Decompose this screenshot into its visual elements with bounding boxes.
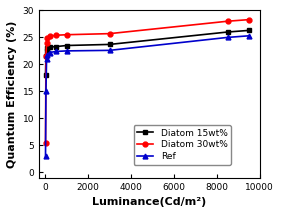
Diatom 30wt% [108,32,111,35]
Diatom 30wt% [45,42,48,44]
Ref [48,51,51,54]
Y-axis label: Quantum Efficiency (%): Quantum Efficiency (%) [7,20,17,168]
Ref [46,53,49,56]
Diatom 30wt% [44,141,47,144]
Diatom 15wt% [48,46,51,48]
Diatom 30wt% [226,20,229,22]
Diatom 30wt% [44,55,47,58]
Diatom 30wt% [48,35,51,38]
Diatom 15wt% [65,44,68,47]
Diatom 30wt% [247,18,251,21]
Ref [44,155,47,157]
Diatom 15wt% [46,47,49,49]
Diatom 15wt% [44,74,47,76]
Ref [65,50,68,52]
Ref [247,34,251,37]
Ref [108,49,111,52]
Diatom 15wt% [44,55,47,58]
Diatom 15wt% [226,31,229,33]
Diatom 15wt% [45,50,48,52]
Line: Diatom 30wt%: Diatom 30wt% [43,17,251,145]
Ref [54,50,58,53]
Diatom 15wt% [247,29,251,32]
Diatom 30wt% [54,34,58,37]
Line: Diatom 15wt%: Diatom 15wt% [43,28,251,78]
Diatom 15wt% [54,45,58,48]
Diatom 15wt% [108,43,111,46]
Diatom 30wt% [65,33,68,36]
Ref [45,58,48,60]
Ref [44,90,47,93]
Diatom 30wt% [46,37,49,40]
X-axis label: Luminance(Cd/m²): Luminance(Cd/m²) [92,197,207,207]
Legend: Diatom 15wt%, Diatom 30wt%, Ref: Diatom 15wt%, Diatom 30wt%, Ref [133,125,231,165]
Ref [226,36,229,39]
Line: Ref: Ref [43,33,251,159]
